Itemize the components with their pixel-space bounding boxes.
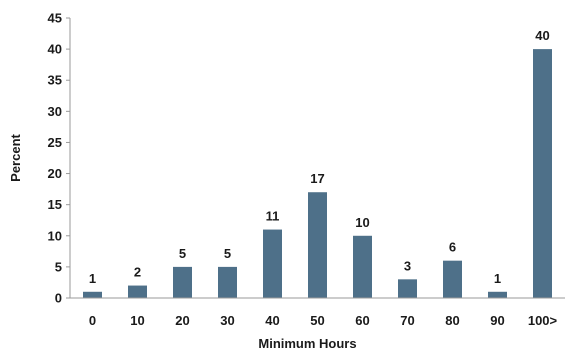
y-tick-label: 35 — [48, 73, 62, 88]
data-label: 6 — [449, 240, 456, 255]
bar — [488, 291, 507, 298]
bar — [308, 192, 327, 298]
data-labels: 1 2 5 5 11 17 10 3 6 1 40 — [89, 28, 550, 286]
x-tick-label: 70 — [400, 313, 414, 328]
x-tick-label: 30 — [220, 313, 234, 328]
y-axis-ticks: 0 5 10 15 20 25 30 35 40 45 — [48, 11, 70, 306]
y-tick-label: 10 — [48, 228, 62, 243]
y-tick-label: 15 — [48, 197, 62, 212]
data-label: 1 — [494, 271, 501, 286]
x-tick-label: 90 — [490, 313, 504, 328]
x-tick-label: 0 — [89, 313, 96, 328]
y-tick-label: 20 — [48, 166, 62, 181]
data-label: 10 — [355, 215, 369, 230]
y-tick-label: 25 — [48, 135, 62, 150]
y-tick-label: 45 — [48, 11, 62, 26]
data-label: 5 — [179, 246, 186, 261]
data-label: 11 — [266, 209, 280, 224]
data-label: 40 — [535, 28, 549, 43]
data-label: 17 — [310, 171, 324, 186]
bar — [353, 235, 372, 298]
x-axis-ticks: 0 10 20 30 40 50 60 70 80 90 100> — [89, 313, 558, 328]
y-tick-label: 5 — [55, 259, 62, 274]
bar — [173, 266, 192, 298]
x-tick-label: 50 — [310, 313, 324, 328]
y-tick-label: 30 — [48, 104, 62, 119]
data-label: 1 — [89, 271, 96, 286]
x-tick-label: 100> — [528, 313, 558, 328]
bar — [218, 266, 237, 298]
bars — [83, 49, 552, 298]
y-tick-label: 0 — [55, 291, 62, 306]
x-tick-label: 80 — [445, 313, 459, 328]
bar — [443, 260, 462, 298]
x-tick-label: 60 — [355, 313, 369, 328]
y-axis-title: Percent — [8, 133, 23, 181]
y-tick-label: 40 — [48, 42, 62, 57]
bar — [398, 279, 417, 298]
x-tick-label: 20 — [175, 313, 189, 328]
x-tick-label: 40 — [265, 313, 279, 328]
data-label: 2 — [134, 265, 141, 280]
bar — [128, 285, 147, 298]
data-label: 3 — [404, 258, 411, 273]
x-tick-label: 10 — [130, 313, 144, 328]
data-label: 5 — [224, 246, 231, 261]
bar — [83, 291, 102, 298]
bar — [533, 49, 552, 298]
bar — [263, 229, 282, 298]
x-axis-title: Minimum Hours — [258, 336, 356, 351]
